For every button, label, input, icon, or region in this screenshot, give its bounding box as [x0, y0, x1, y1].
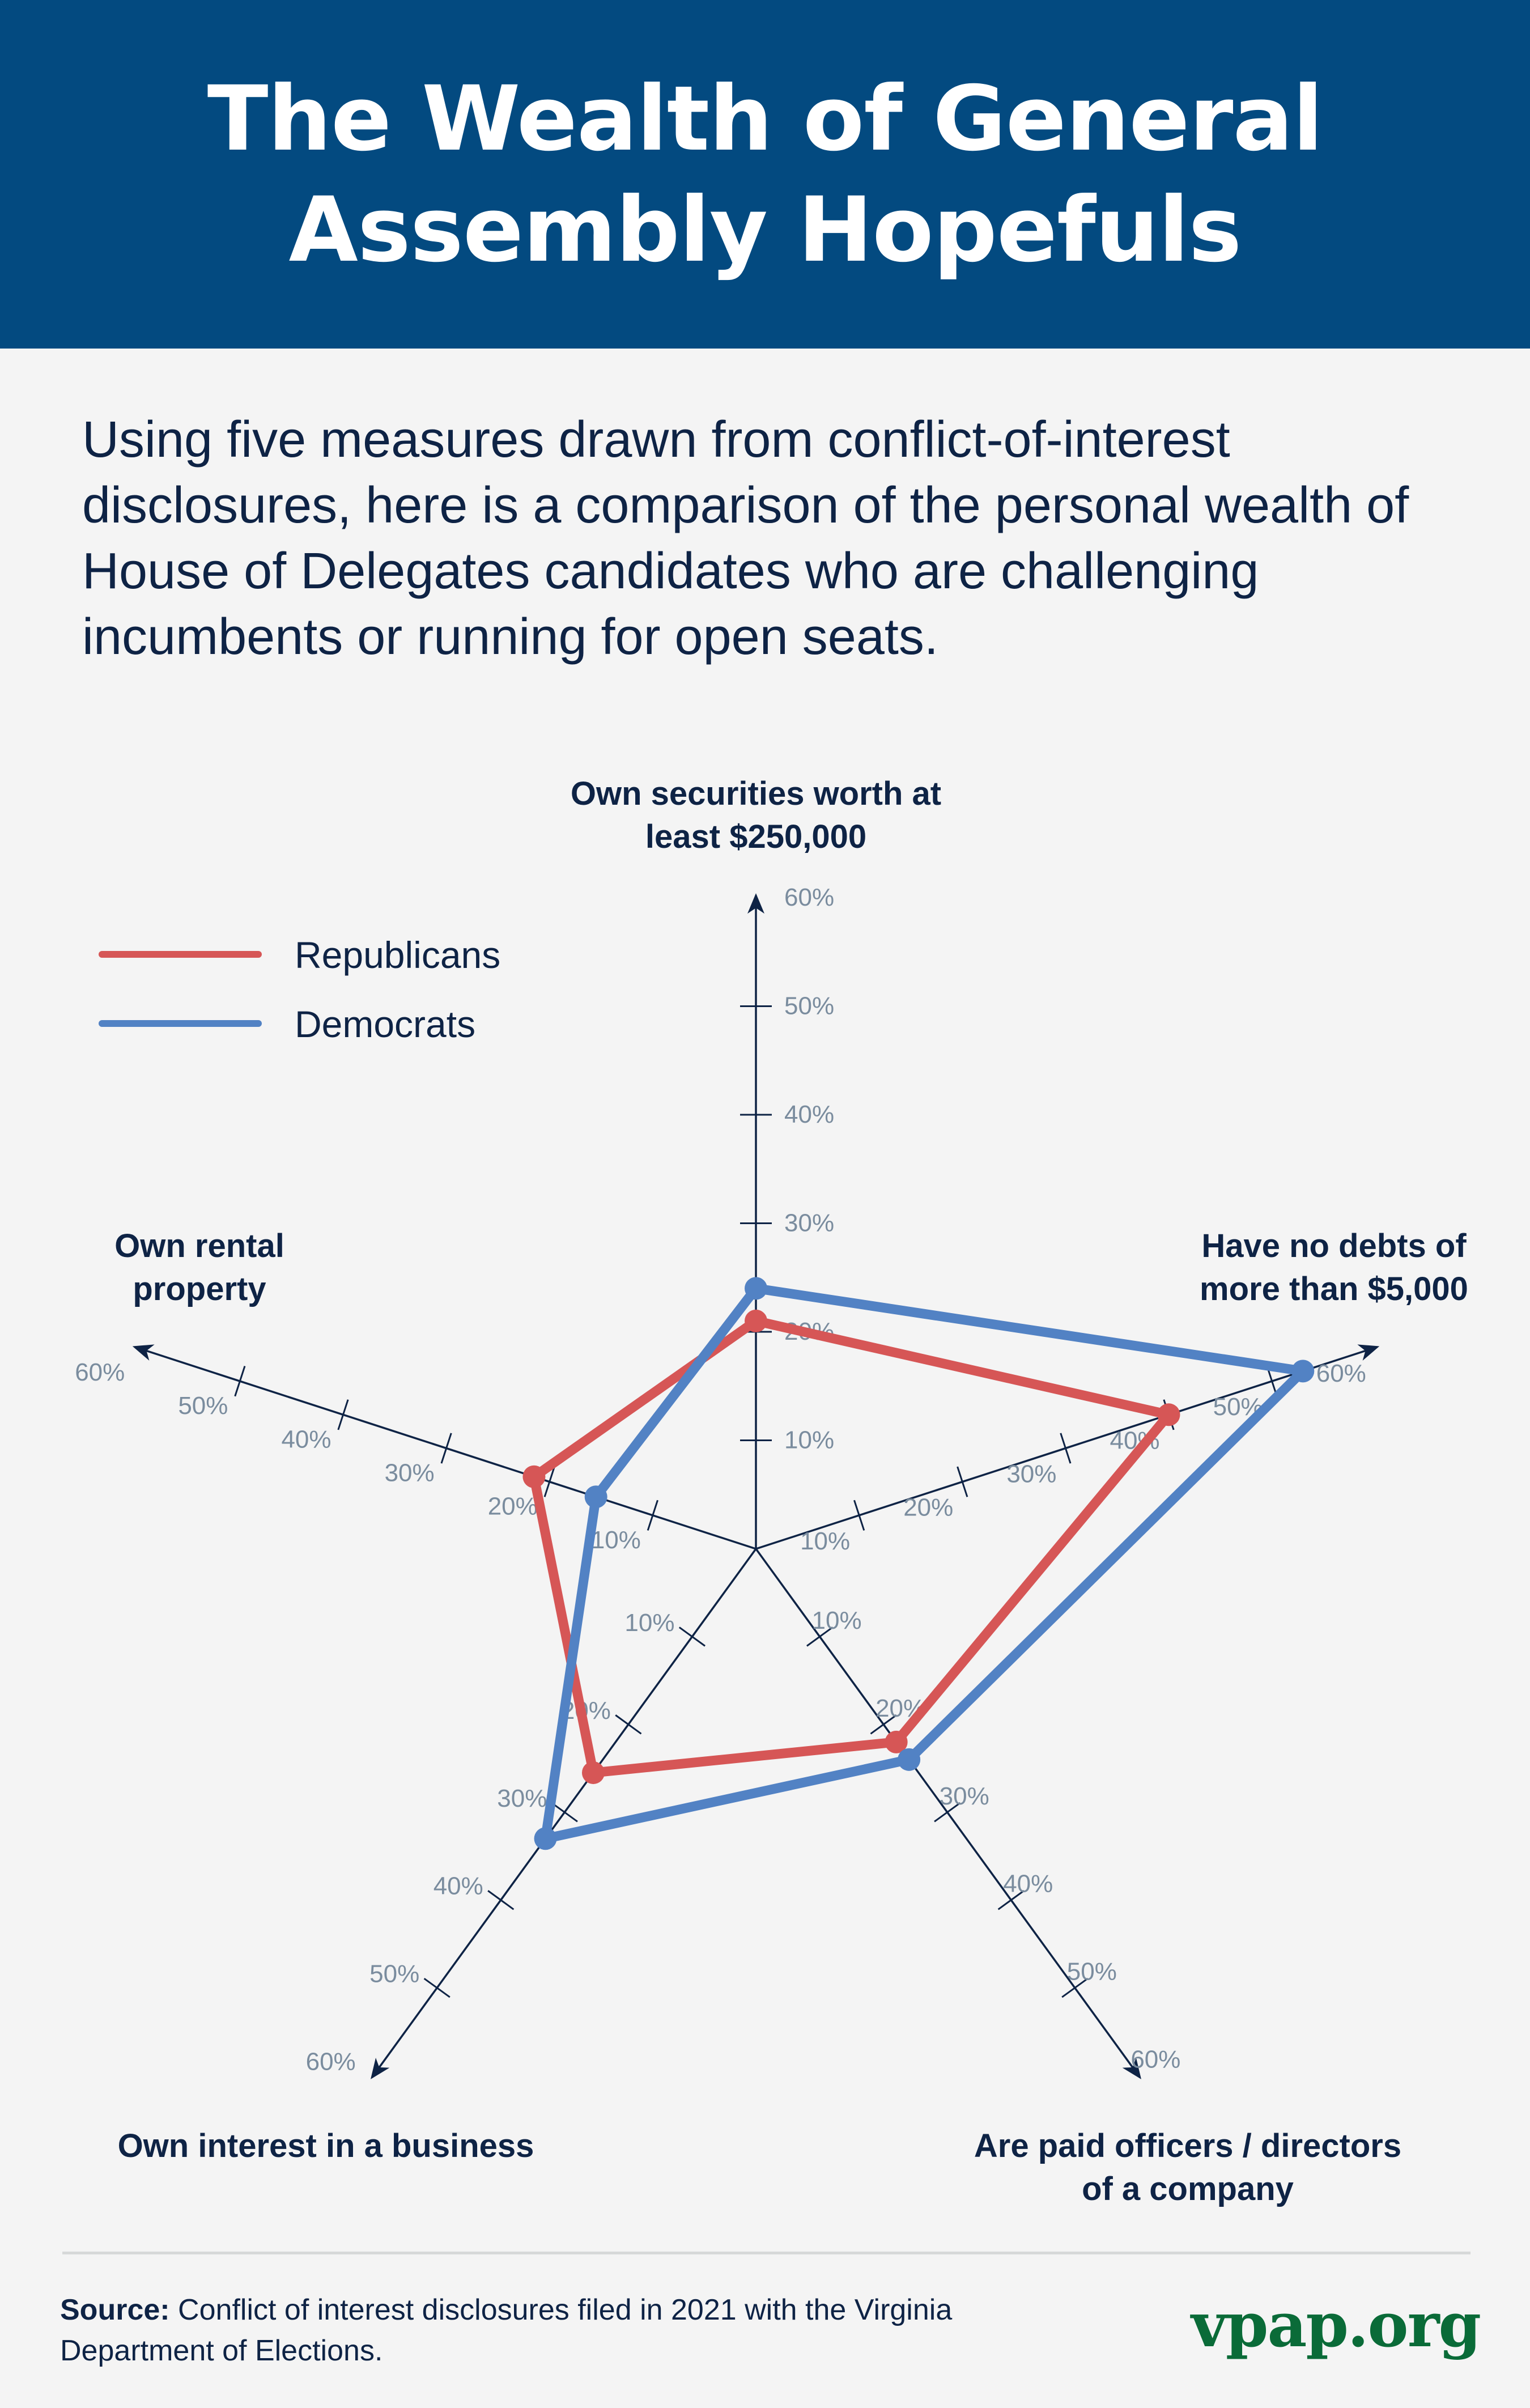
series	[522, 1277, 1315, 1850]
axis-tick	[957, 1466, 968, 1497]
axis-arrow-icon	[132, 1344, 155, 1361]
tick-label: 10%	[591, 1526, 641, 1554]
axis-tick	[997, 1890, 1025, 1910]
axis-tick	[543, 1466, 555, 1497]
axis-line-5	[134, 1346, 756, 1550]
axis-tick	[234, 1366, 246, 1397]
tick-label: 50%	[784, 992, 834, 1020]
axis-title-line: property	[133, 1271, 266, 1307]
axis-tick	[487, 1890, 515, 1910]
tick-label: 60%	[1130, 2046, 1180, 2074]
axis-tick	[678, 1626, 706, 1647]
data-point-democrats-5	[584, 1485, 607, 1509]
axis-title-line: Own interest in a business	[118, 2127, 534, 2164]
axis-title-line: Have no debts of	[1201, 1228, 1467, 1264]
tick-label: 40%	[1003, 1870, 1053, 1898]
tick-label: 60%	[306, 2048, 356, 2076]
source-text: Conflict of interest disclosures filed i…	[60, 2294, 953, 2367]
axis-arrow-icon	[371, 2057, 390, 2079]
tick-label: 60%	[1316, 1360, 1366, 1387]
axis-title-4: Own interest in a business	[118, 2127, 534, 2164]
tick-label: 50%	[1067, 1958, 1117, 1986]
header-banner: The Wealth of General Assembly Hopefuls	[0, 0, 1530, 349]
data-point-republicans-2	[1157, 1403, 1180, 1426]
title-line-1: The Wealth of General	[207, 66, 1324, 171]
data-point-republicans-1	[745, 1309, 767, 1332]
legend-label-republicans: Republicans	[295, 934, 500, 976]
axis-tick	[806, 1626, 834, 1647]
tick-label: 40%	[784, 1101, 834, 1128]
tick-label: 10%	[812, 1607, 862, 1634]
legend-label-democrats: Democrats	[295, 1003, 475, 1045]
tick-label: 10%	[784, 1426, 834, 1454]
axis-tick	[870, 1714, 897, 1735]
axis-tick	[423, 1977, 450, 1998]
axis-title-line: of a company	[1082, 2171, 1294, 2207]
footer-divider	[62, 2252, 1470, 2254]
axis-tick	[1266, 1366, 1278, 1397]
tick-label: 30%	[784, 1209, 834, 1237]
axis-tick	[337, 1399, 349, 1430]
tick-label: 20%	[488, 1493, 538, 1521]
axis-title-2: Have no debts of more than $5,000	[1200, 1228, 1468, 1307]
axis-title-line: more than $5,000	[1200, 1271, 1468, 1307]
axis-line-2	[755, 1346, 1378, 1550]
legend: Republicans Democrats	[99, 934, 500, 1045]
page-title: The Wealth of General Assembly Hopefuls	[207, 63, 1324, 286]
tick-label: 30%	[1006, 1460, 1056, 1488]
series-line-democrats	[541, 1283, 1308, 1844]
title-line-2: Assembly Hopefuls	[288, 177, 1242, 282]
series-line-republicans	[529, 1316, 1174, 1778]
intro-paragraph: Using five measures drawn from conflict-…	[82, 411, 1409, 665]
data-point-democrats-4	[534, 1827, 557, 1850]
tick-label: 40%	[434, 1872, 483, 1900]
axis-tick	[440, 1433, 452, 1464]
axis-title-line: Own rental	[114, 1228, 284, 1264]
tick-label: 40%	[281, 1425, 331, 1453]
axis-tick	[615, 1714, 642, 1735]
tick-label: 10%	[800, 1527, 850, 1555]
axis-tick	[934, 1802, 961, 1823]
source-label: Source:	[60, 2294, 170, 2326]
tick-label: 30%	[385, 1459, 435, 1487]
data-point-republicans-5	[522, 1465, 546, 1488]
axis-arrow-icon	[1357, 1344, 1380, 1361]
axis-tick	[647, 1500, 658, 1531]
axis-tick	[1061, 1977, 1089, 1998]
brand-logo[interactable]: vpap.org	[1191, 2290, 1481, 2361]
axis-tick	[1060, 1433, 1072, 1464]
tick-label: 30%	[497, 1785, 547, 1812]
axis-title-line: Are paid officers / directors	[974, 2127, 1401, 2164]
axis-title-3: Are paid officers / directors of a compan…	[974, 2127, 1401, 2207]
tick-label: 60%	[75, 1358, 125, 1386]
tick-label: 60%	[784, 884, 834, 911]
axis-title-line: least $250,000	[645, 818, 866, 855]
axis-arrow-icon	[747, 893, 764, 914]
tick-label: 20%	[903, 1494, 953, 1522]
data-point-republicans-3	[885, 1730, 908, 1753]
source-note: Source: Conflict of interest disclosures…	[60, 2290, 967, 2371]
axis-title-1: Own securities worth at least $250,000	[571, 775, 941, 855]
tick-label: 50%	[178, 1392, 228, 1420]
data-point-democrats-3	[898, 1748, 921, 1771]
axis-arrow-icon	[1122, 2057, 1141, 2079]
axis-title-5: Own rental property	[114, 1228, 284, 1307]
data-point-democrats-2	[1291, 1360, 1315, 1383]
axis-titles: Own securities worth at least $250,000 Hav…	[114, 775, 1468, 2207]
tick-label: 30%	[940, 1782, 989, 1810]
axis-title-line: Own securities worth at	[571, 775, 941, 812]
axis-tick	[853, 1500, 865, 1531]
tick-label: 50%	[369, 1960, 419, 1988]
tick-label: 10%	[624, 1609, 674, 1637]
axes: 10%20%30%40%50%60%10%20%30%40%50%60%10%2…	[75, 884, 1380, 2079]
data-point-democrats-1	[745, 1277, 767, 1300]
data-point-republicans-4	[581, 1761, 605, 1785]
axis-tick	[551, 1802, 578, 1823]
